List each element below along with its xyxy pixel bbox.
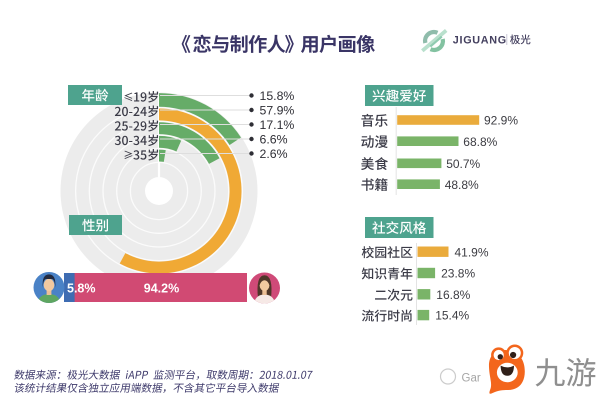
svg-text:JIGUANG: JIGUANG xyxy=(453,34,507,46)
svg-text:15.8%: 15.8% xyxy=(260,89,295,103)
svg-text:16.8%: 16.8% xyxy=(436,288,470,302)
svg-text:15.4%: 15.4% xyxy=(435,309,469,323)
svg-text:5.8%: 5.8% xyxy=(67,281,96,295)
svg-text:57.9%: 57.9% xyxy=(260,104,295,118)
svg-text:Gar: Gar xyxy=(462,373,481,385)
svg-text:92.9%: 92.9% xyxy=(484,114,518,128)
svg-text:48.8%: 48.8% xyxy=(445,178,479,192)
svg-text:41.9%: 41.9% xyxy=(455,245,489,259)
svg-text:17.1%: 17.1% xyxy=(260,118,295,132)
svg-text:68.8%: 68.8% xyxy=(463,135,497,149)
svg-text:50.7%: 50.7% xyxy=(446,157,480,171)
svg-text:94.2%: 94.2% xyxy=(144,281,179,295)
svg-text:2.6%: 2.6% xyxy=(260,147,288,161)
svg-text:23.8%: 23.8% xyxy=(441,267,475,281)
svg-text:6.6%: 6.6% xyxy=(260,133,288,147)
